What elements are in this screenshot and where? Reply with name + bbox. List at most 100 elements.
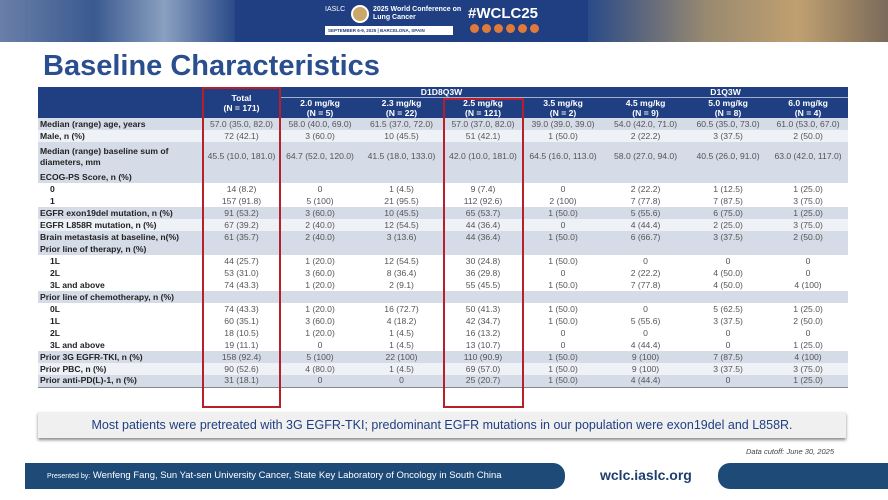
instagram-icon[interactable] [506,24,515,33]
cell-value [280,171,360,183]
cell-value: 4 (80.0) [280,363,360,375]
cell-value [768,291,849,303]
cell-value: 3 (37.5) [688,130,769,142]
cell-value: 158 (92.4) [203,351,280,363]
cell-value: 9 (100) [603,351,689,363]
cell-value: 58.0 (27.0, 94.0) [603,142,689,171]
cell-value: 30 (24.8) [465,255,501,266]
cell-value: 0 [560,183,566,194]
cell-value: 55 (45.5) [465,279,501,290]
cell-value: 7 (87.5) [688,351,769,363]
cell-value: 1 (4.5) [389,339,414,350]
cell-value: 1 (50.0) [548,315,578,326]
cell-value: 39.0 (39.0, 39.0) [523,118,604,130]
cell-value [523,291,604,303]
cell-value: 16 (13.2) [465,327,501,338]
cell-value: 57.0 (35.0, 82.0) [203,118,280,130]
cell-value: 3 (60.0) [305,315,335,326]
table-row: Prior line of chemotherapy, n (%) [38,291,849,303]
cell-value: 9 (7.4) [470,183,496,194]
table-row: Median (range) baseline sum of diameters… [38,142,849,171]
cell-value: 1 (20.0) [305,255,335,266]
cell-value: 21 (95.5) [384,195,419,206]
conference-name: 2025 World Conference on Lung Cancer [373,6,462,21]
cell-value [443,243,523,255]
cell-value: 3 (37.5) [688,363,769,375]
globe-icon [351,5,369,23]
conference-logo: IASLC 2025 World Conference on Lung Canc… [325,4,465,36]
cell-value: 3 (60.0) [280,130,360,142]
highlight-box-total [202,87,281,408]
wechat-icon[interactable] [530,24,539,33]
cell-value: 1 (20.0) [305,303,335,314]
cell-value: 14 (8.2) [226,183,257,194]
cell-value: 1 (25.0) [793,303,823,314]
cell-value: 2 (40.0) [280,231,360,243]
cell-value: 51 (42.1) [443,130,523,142]
cell-value: 2 (100) [549,195,577,206]
cell-value [603,243,689,255]
cell-value: 6 (66.7) [603,231,689,243]
cell-value: 0 [280,375,360,388]
cell-value: 57.0 (37.0, 82.0) [443,118,523,130]
cell-value: 4 (44.4) [603,375,689,388]
page-title: Baseline Characteristics [43,50,380,82]
cell-value: 1 (20.0) [305,279,335,290]
cell-value: 91 (53.2) [203,207,280,219]
cell-value [203,291,280,303]
cell-value: 42 (34.7) [465,315,501,326]
cell-value: 18 (10.5) [224,327,259,338]
cell-value: 2 (50.0) [768,130,849,142]
cell-value [360,171,443,183]
social-icons [470,24,539,33]
cell-value: 1 (25.0) [793,339,823,350]
cell-value [688,171,769,183]
cell-value: 7 (77.8) [630,195,661,206]
cell-value: 19 (11.1) [224,339,259,350]
cell-value: 53 (31.0) [224,267,259,278]
cell-value: 1 (4.5) [389,327,414,338]
cell-value: 40.5 (26.0, 91.0) [688,142,769,171]
linkedin-icon[interactable] [482,24,491,33]
table-row: Prior 3G EGFR-TKI, n (%) 158 (92.4) 5 (100… [38,351,849,363]
cell-value: 3 (75.0) [768,363,849,375]
cell-value: 1 (25.0) [793,183,823,194]
cell-value: 0 [725,255,731,266]
cell-value: 4 (50.0) [713,279,743,290]
row-label: 0 [50,183,55,194]
cell-value: 2 (25.0) [688,219,769,231]
row-label: 1L [50,255,61,266]
row-label: Median (range) age, years [38,118,203,130]
baseline-table: Total (N = 171) D1D8Q3W D1Q3W 2.0 mg/kg (N… [38,87,849,388]
cell-value: 0 [643,255,648,266]
cell-value: 12 (54.5) [384,255,419,266]
cell-value: 25 (20.7) [443,375,523,388]
cell-value: 72 (42.1) [203,130,280,142]
cell-value: 1 (20.0) [305,327,335,338]
cell-value: 6 (75.0) [688,207,769,219]
cell-value: 5 (100) [280,351,360,363]
cell-value: 0 [805,327,811,338]
cell-value: 0 [560,339,566,350]
cell-value: 67 (39.2) [203,219,280,231]
cell-value: 61.0 (53.0, 67.0) [768,118,849,130]
cell-value: 7 (77.8) [630,279,661,290]
table-row: Male, n (%) 72 (42.1) 3 (60.0) 10 (45.5) 51 … [38,130,849,142]
cell-value: 60 (35.1) [224,315,259,326]
table-row: 0 14 (8.2) 0 1 (4.5) 9 (7.4) 0 2 (22.2) 1 (12.5… [38,183,848,195]
cell-value: 12 (54.5) [360,219,443,231]
cell-value: 64.5 (16.0, 113.0) [523,142,604,171]
row-label: Prior anti-PD(L)-1, n (%) [38,375,203,388]
cell-value: 4 (44.4) [630,339,661,350]
cell-value: 0 [523,219,604,231]
x-icon[interactable] [494,24,503,33]
hashtag: #WCLC25 [468,5,539,22]
conference-url[interactable]: wclc.iaslc.org [600,467,692,483]
cell-value [768,243,849,255]
row-label: 2L [50,267,61,278]
cell-value [603,291,689,303]
cell-value: 3 (60.0) [280,207,360,219]
table-row: EGFR L858R mutation, n (%) 67 (39.2) 2 (40… [38,219,849,231]
facebook-icon[interactable] [470,24,479,33]
youtube-icon[interactable] [518,24,527,33]
